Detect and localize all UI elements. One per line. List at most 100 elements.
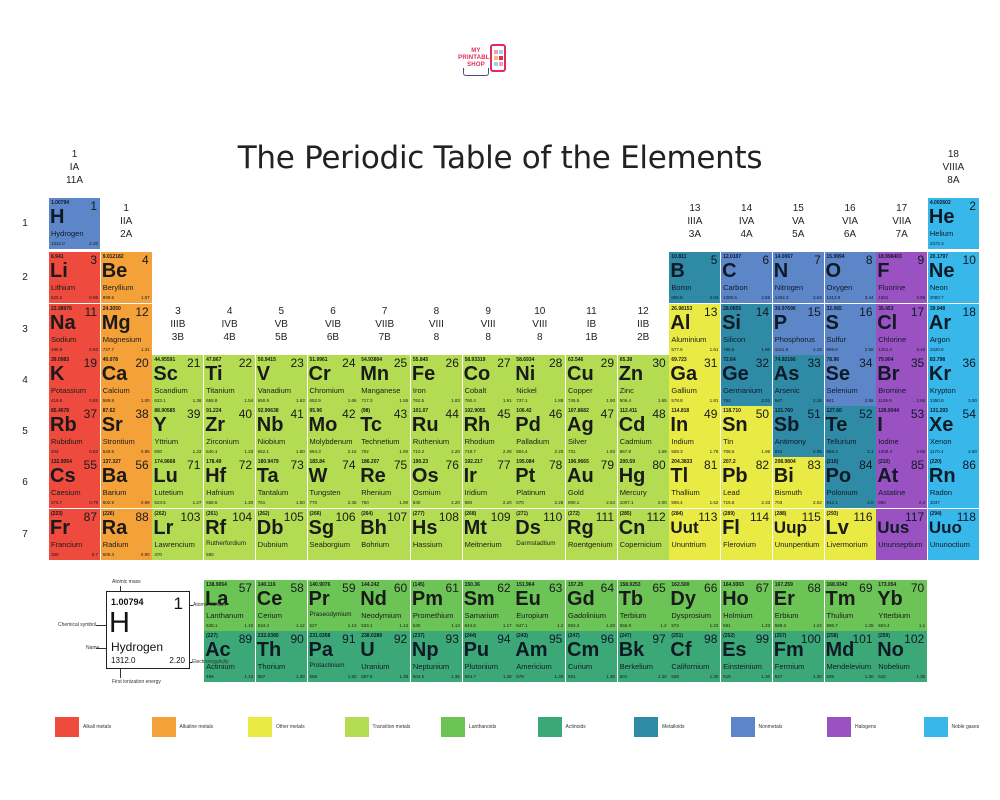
atomic-mass: (261) [206,511,218,517]
element-thorium: 232.0380 90 Th Thorium 587 1.30 [255,631,307,682]
element-hassium: (277) 108 Hs Hassium [410,509,462,560]
atomic-mass: 14.0067 [774,254,793,260]
atomic-mass: 174.9668 [154,459,176,465]
element-phosphorus: 30.97696 15 P Phosphorus 1011.8 2.19 [772,304,824,355]
key-symbol: H [109,607,130,639]
element-symbol: Mg [101,312,131,334]
element-fluorine: 18.998403 9 F Fluorine 1681 3.98 [876,252,928,303]
element-name: Neodymium [361,611,402,620]
atomic-number: 21 [187,356,201,370]
atomic-mass: (266) [309,511,322,517]
group-label-line: VIII [428,319,444,330]
group-label-line: VA [791,216,805,227]
atomic-mass: 178.49 [206,459,222,465]
group-header-4: 4 IVB 4B [205,305,255,344]
element-name: Ruthenium [412,437,450,446]
element-gadolinium: 157.25 64 Gd Gadolinium 593.4 1.20 [566,580,617,631]
element-meitnerium: (268) 109 Mt Meitnerium [462,509,514,560]
atomic-number: 52 [859,407,873,421]
atomic-number: 48 [652,407,666,421]
group-header-3: 3 IIIB 3B [153,305,203,344]
element-name: Uranium [361,662,390,671]
ionization-energy: 540 [412,623,421,628]
element-lawrencium: (262) 103 Lr Lawrencium 470 [152,509,204,560]
logo-line-1: MY [471,48,481,54]
element-symbol: Sm [463,588,495,610]
atomic-mass: 6.941 [51,254,64,260]
element-manganese: 54.93804 25 Mn Manganese 717.3 1.55 [359,355,411,406]
ionization-energy: 1520.6 [929,347,944,352]
atomic-number: 67 [755,581,770,595]
element-symbol: S [825,312,839,334]
element-name: Lead [723,488,740,497]
ionization-energy: 577.5 [671,347,683,352]
atomic-number: 60 [393,581,408,595]
element-name: Iron [412,386,426,395]
element-symbol: Pm [411,588,444,610]
element-name: Meitnerium [464,540,502,549]
atomic-mass: (247) [568,633,580,639]
element-argon: 39.948 18 Ar Argon 1520.6 [927,304,979,355]
key-mass: 1.00794 [111,597,144,607]
ionization-energy: 587 [257,674,266,679]
element-beryllium: 9.012182 4 Be Beryllium 899.5 1.57 [100,252,152,303]
key-label-number: Atomic number [193,602,227,608]
element-name: Copernicium [619,540,662,549]
electronegativity: 2.20 [451,500,460,505]
electronegativity: 1.13 [347,623,357,628]
element-symbol: K [50,363,65,385]
atomic-mass: 195.084 [516,459,535,465]
legend-label: Nonmetals [758,724,783,730]
ionization-energy: 470 [154,552,162,557]
element-symbol: Md [825,639,855,661]
element-name: Silicon [723,335,746,344]
atomic-mass: 18.998403 [878,254,902,260]
group-label-line: 6B [326,332,340,343]
element-symbol: Na [50,312,76,334]
element-symbol: Pb [722,465,748,487]
electronegativity: 1.55 [399,398,409,403]
element-ununtrium: (284) 113 Uut Ununtrium [669,509,721,560]
electronegativity: 1.10 [244,623,254,628]
electronegativity: 2.55 [761,295,771,300]
group-label-line: 8A [947,175,960,186]
atomic-mass: (262) [154,511,167,517]
element-silicon: 28.0855 14 Si Silicon 786.5 1.90 [721,304,773,355]
atomic-number: 49 [704,407,718,421]
shop-logo: MY PRINTABLE SHOP [453,44,511,84]
ionization-energy: 604.5 [412,674,425,679]
atomic-number: 99 [755,632,770,646]
element-symbol: Nd [360,588,387,610]
atomic-number: 97 [652,632,666,646]
group-label-line: VIIA [892,216,912,227]
atomic-number: 105 [283,510,304,524]
element-cobalt: 58.93319 27 Co Cobalt 760.4 1.91 [462,355,514,406]
atomic-mass: 204.3833 [671,459,693,465]
atomic-number: 34 [859,356,873,370]
element-promethium: (145) 61 Pm Promethium 540 1.13 [410,580,462,631]
atomic-mass: 158.9253 [619,582,641,588]
element-holmium: 164.9303 67 Ho Holmium 581 1.23 [721,580,773,631]
atomic-number: 88 [135,510,149,524]
atomic-number: 87 [83,510,97,524]
group-header-8: 8 VIII 8 [411,305,461,344]
atomic-number: 17 [910,305,925,319]
atomic-mass: 138.9054 [206,582,227,588]
element-name: Hassium [412,540,443,549]
element-name: Ununpentium [774,540,820,549]
element-name: Palladium [516,437,550,446]
element-name: Tungsten [309,488,341,497]
element-symbol: Ag [567,414,594,436]
element-seaborgium: (266) 106 Sg Seaborgium [307,509,359,560]
element-uranium: 238.0289 92 U Uranium 597.6 1.38 [359,631,411,682]
element-symbol: Br [877,363,900,385]
ionization-energy: 786.5 [723,347,735,352]
group-label-line: 11A [65,175,84,186]
ionization-energy: 581 [723,623,731,628]
element-caesium: 132.9054 55 Cs Caesium 375.7 0.79 [49,457,100,508]
ionization-energy: 581 [568,674,576,679]
element-name: Hydrogen [51,229,84,238]
atomic-mass: 151.964 [516,582,535,588]
group-label-line: 4 [226,306,233,317]
atomic-number: 57 [238,581,253,595]
